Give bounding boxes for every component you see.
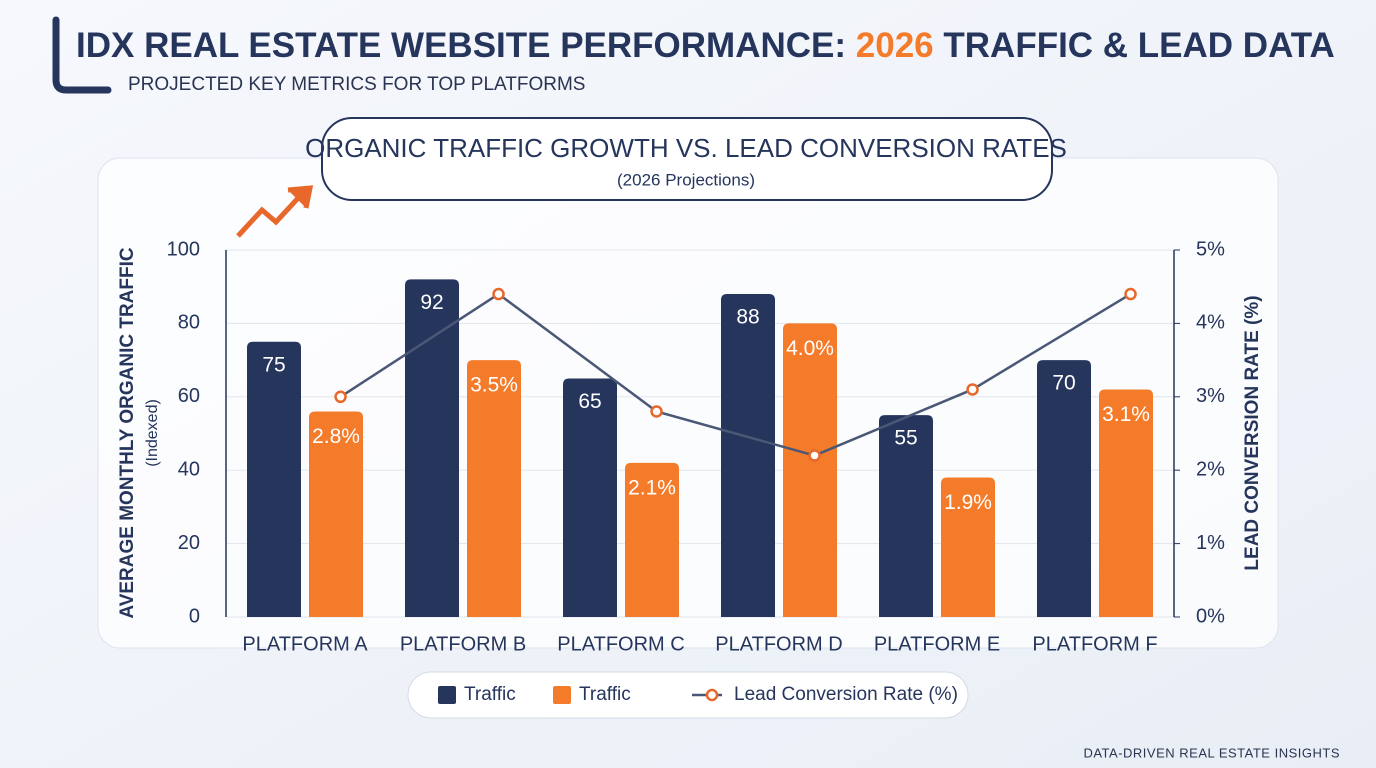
line-marker — [808, 449, 821, 462]
bar — [941, 477, 995, 617]
line-marker — [650, 405, 663, 418]
line-marker — [966, 383, 979, 396]
chart-title: ORGANIC TRAFFIC GROWTH VS. LEAD CONVERSI… — [305, 133, 1067, 163]
y-axis-label: AVERAGE MONTHLY ORGANIC TRAFFIC — [117, 247, 138, 618]
bar — [783, 323, 837, 617]
bar — [721, 294, 775, 617]
legend-box — [407, 671, 969, 719]
page-title: IDX REAL ESTATE WEBSITE PERFORMANCE: 202… — [76, 26, 1335, 65]
legend-label: Traffic — [464, 684, 516, 705]
footer: DATA-DRIVEN REAL ESTATE INSIGHTS — [1083, 745, 1340, 760]
line-marker — [492, 287, 505, 301]
line-marker — [1124, 287, 1137, 301]
bar — [467, 360, 521, 617]
y-tick-label: 100 — [167, 238, 200, 260]
x-tick-label: PLATFORM F — [1032, 633, 1157, 655]
legend-swatch — [438, 686, 456, 704]
y-tick-label: 60 — [178, 385, 200, 407]
legend-swatch — [553, 686, 571, 704]
x-tick-label: PLATFORM A — [242, 633, 368, 655]
value-label: 88 — [736, 306, 759, 329]
y-tick-label: 40 — [178, 458, 200, 480]
x-tick-label: PLATFORM E — [874, 633, 1000, 655]
bar — [405, 279, 459, 617]
bar — [625, 462, 679, 617]
value-label: 65 — [578, 390, 601, 413]
title-part: IDX REAL ESTATE WEBSITE PERFORMANCE: — [76, 26, 846, 65]
y-axis-note: (Indexed) — [144, 399, 161, 467]
y2-tick-label: 2% — [1196, 458, 1225, 480]
chart-subtitle: (2026 Projections) — [617, 170, 755, 189]
title-highlight: 2026 — [856, 26, 934, 65]
y2-tick-label: 5% — [1196, 238, 1225, 260]
value-label: 70 — [1052, 372, 1075, 395]
value-label: 4.0% — [786, 337, 834, 360]
y2-tick-label: 1% — [1196, 532, 1225, 554]
bar — [247, 341, 301, 617]
bar — [563, 378, 617, 617]
trend-icon — [236, 185, 314, 238]
y-tick-label: 20 — [178, 532, 200, 554]
title-part: TRAFFIC & LEAD DATA — [943, 26, 1334, 65]
chart-title-box — [321, 117, 1053, 201]
x-tick-label: PLATFORM D — [715, 633, 842, 655]
value-label: 2.1% — [628, 476, 676, 499]
y2-axis-label: LEAD CONVERSION RATE (%) — [1242, 295, 1263, 570]
legend-label: Traffic — [579, 684, 631, 705]
value-label: 3.1% — [1102, 403, 1150, 426]
bar — [309, 411, 363, 617]
value-label: 92 — [420, 291, 443, 314]
value-label: 75 — [262, 353, 285, 376]
y-tick-label: 0 — [189, 605, 200, 627]
line — [339, 292, 1132, 457]
y2-tick-label: 4% — [1196, 312, 1225, 334]
bar — [879, 415, 933, 617]
x-tick-label: PLATFORM B — [400, 633, 526, 655]
y2-tick-label: 0% — [1196, 605, 1225, 627]
y-tick-label: 80 — [178, 312, 200, 334]
bar — [1099, 389, 1153, 617]
line-marker — [334, 390, 347, 404]
legend-label: Lead Conversion Rate (%) — [734, 684, 958, 705]
bar — [1037, 360, 1091, 617]
legend-swatch — [705, 688, 719, 702]
x-tick-label: PLATFORM C — [557, 633, 684, 655]
y2-tick-label: 3% — [1196, 385, 1225, 407]
value-label: 3.5% — [470, 374, 518, 397]
page-subtitle: PROJECTED KEY METRICS FOR TOP PLATFORMS — [128, 74, 585, 95]
title-bracket — [52, 16, 112, 94]
value-label: 1.9% — [944, 491, 992, 514]
value-label: 55 — [894, 427, 917, 450]
value-label: 2.8% — [312, 425, 360, 448]
